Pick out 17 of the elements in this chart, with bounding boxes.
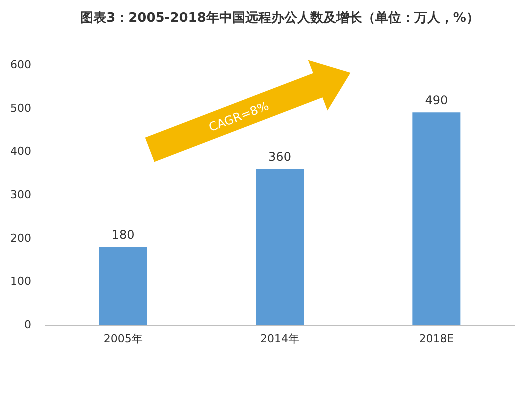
x-tick-label: 2005年 xyxy=(104,332,143,346)
y-tick-label: 400 xyxy=(10,145,32,158)
data-label: 180 xyxy=(112,228,135,242)
bar xyxy=(412,112,461,325)
bar xyxy=(256,169,304,325)
data-label: 490 xyxy=(425,94,448,108)
y-tick-label: 200 xyxy=(10,232,32,245)
chart-title: 图表3：2005-2018年中国远程办公人数及增长（单位：万人，%） xyxy=(80,10,480,26)
y-tick-label: 600 xyxy=(10,58,32,72)
y-tick-label: 100 xyxy=(10,275,32,288)
x-tick-label: 2018E xyxy=(419,332,454,346)
y-tick-label: 300 xyxy=(10,188,32,202)
bar xyxy=(99,247,148,325)
data-label: 360 xyxy=(268,150,292,164)
y-tick-label: 0 xyxy=(24,318,32,332)
y-tick-label: 500 xyxy=(10,102,32,115)
x-tick-label: 2014年 xyxy=(260,332,300,346)
